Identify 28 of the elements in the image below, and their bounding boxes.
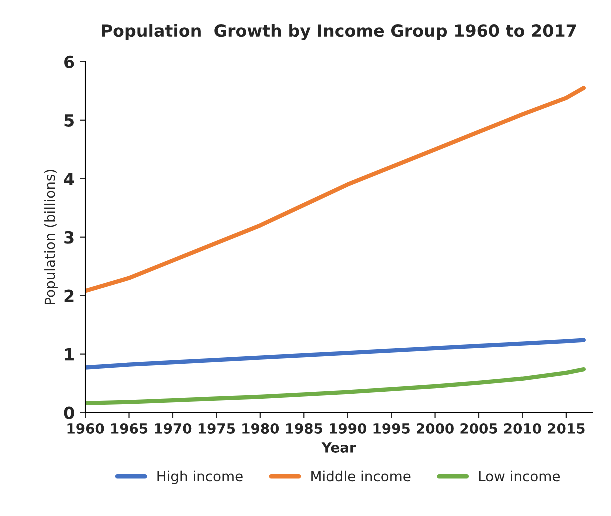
- x-tick-label: 1970: [155, 423, 192, 434]
- x-tick-label: 1965: [112, 423, 148, 434]
- x-tick-label: 2005: [460, 423, 498, 434]
- y-tick-label: 2: [64, 290, 74, 302]
- legend-label: High income: [158, 470, 243, 484]
- y-tick-label: 6: [64, 56, 74, 68]
- line-series: [86, 367, 586, 406]
- y-tick-label: 0: [64, 406, 74, 420]
- legend-label: Middle income: [312, 470, 411, 482]
- x-tick-label: 1960: [68, 423, 104, 434]
- x-tick-label: 2010: [504, 423, 542, 434]
- y-tick-label: 3: [64, 231, 74, 244]
- line-series: [86, 86, 586, 294]
- y-tick-label: 1: [65, 348, 74, 361]
- chart-title: Population Growth by Income Group 1960 to 2017: [102, 24, 576, 41]
- y-axis-title: Population (billions): [44, 170, 58, 304]
- y-tick-label: 5: [64, 114, 74, 127]
- x-tick-label: 1980: [242, 423, 280, 434]
- line-series: [86, 338, 586, 370]
- x-tick-label: 1985: [286, 423, 322, 434]
- legend-label: Low income: [479, 470, 560, 482]
- x-axis-title: Year: [322, 442, 356, 453]
- x-tick-label: 1975: [198, 423, 236, 434]
- x-tick-label: 1990: [330, 423, 367, 434]
- x-tick-label: 2000: [417, 423, 454, 434]
- x-tick-label: 1995: [374, 423, 410, 434]
- x-tick-label: 2015: [548, 423, 585, 434]
- y-tick-label: 4: [64, 173, 74, 186]
